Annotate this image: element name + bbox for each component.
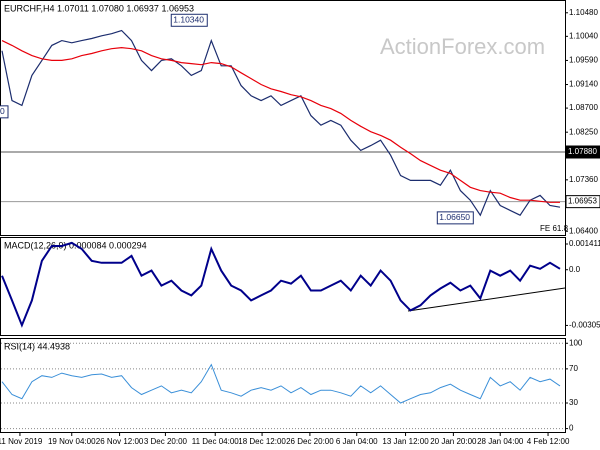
level-box <box>565 195 600 209</box>
y-tick-label: 1.08250 <box>569 127 598 136</box>
annotation-label: 1.10340 <box>173 15 204 25</box>
x-tick-label: 26 Dec 20:00 <box>286 437 334 446</box>
x-tick-label: 4 Feb 12:00 <box>527 437 570 446</box>
y-tick-label: -0.003055 <box>569 321 600 330</box>
y-tick-label: 70 <box>569 364 578 373</box>
y-tick-label: 0.001411 <box>569 239 600 248</box>
watermark: ActionForex.com <box>380 34 545 59</box>
y-tick-label: 1.06400 <box>569 226 598 235</box>
level-label: 1.06953 <box>568 197 597 206</box>
level-box <box>565 145 600 159</box>
x-tick-label: 13 Jan 12:00 <box>382 437 429 446</box>
annotation-label: 1.06650 <box>439 212 470 222</box>
fe-label: FE 61.8 <box>540 224 569 233</box>
y-tick-label: 1.09140 <box>569 80 598 89</box>
annotation-box <box>0 105 9 119</box>
x-tick-label: 6 Jan 04:00 <box>336 437 378 446</box>
y-tick-label: 0.0 <box>569 265 581 274</box>
x-tick-label: 3 Dec 20:00 <box>144 437 188 446</box>
x-tick-label: 19 Nov 04:00 <box>48 437 96 446</box>
series-line <box>1 29 561 217</box>
annotation-label: 1.08630 <box>0 106 5 116</box>
x-tick-label: 18 Dec 12:00 <box>238 437 286 446</box>
x-tick-label: 28 Jan 04:00 <box>477 437 524 446</box>
trend-line <box>407 287 566 312</box>
y-tick-label: 1.10040 <box>569 31 598 40</box>
y-tick-label: 0 <box>569 424 574 433</box>
x-tick-label: 11 Dec 04:00 <box>192 437 240 446</box>
x-tick-label: 11 Nov 2019 <box>0 437 43 446</box>
y-tick-label: 30 <box>569 398 578 407</box>
y-tick-label: 1.10480 <box>569 8 598 17</box>
x-tick-label: 26 Nov 12:00 <box>96 437 144 446</box>
y-tick-label: 1.07360 <box>569 175 598 184</box>
panel-title: RSI(14) 44.4938 <box>4 341 70 351</box>
rsi-frame <box>0 338 566 433</box>
annotation-box <box>436 211 474 225</box>
macd-frame <box>0 237 566 336</box>
y-tick-label: 1.08700 <box>569 103 598 112</box>
annotation-box <box>170 13 208 27</box>
panel-title: EURCHF,H4 1.07011 1.07080 1.06937 1.0695… <box>4 3 194 13</box>
series-line <box>1 40 560 203</box>
x-tick-label: 20 Jan 20:00 <box>430 437 477 446</box>
y-tick-label: 1.09590 <box>569 56 598 65</box>
level-label: 1.07880 <box>568 147 597 156</box>
y-tick-label: 100 <box>569 338 583 347</box>
series-line <box>1 241 561 328</box>
series-line <box>1 363 561 404</box>
